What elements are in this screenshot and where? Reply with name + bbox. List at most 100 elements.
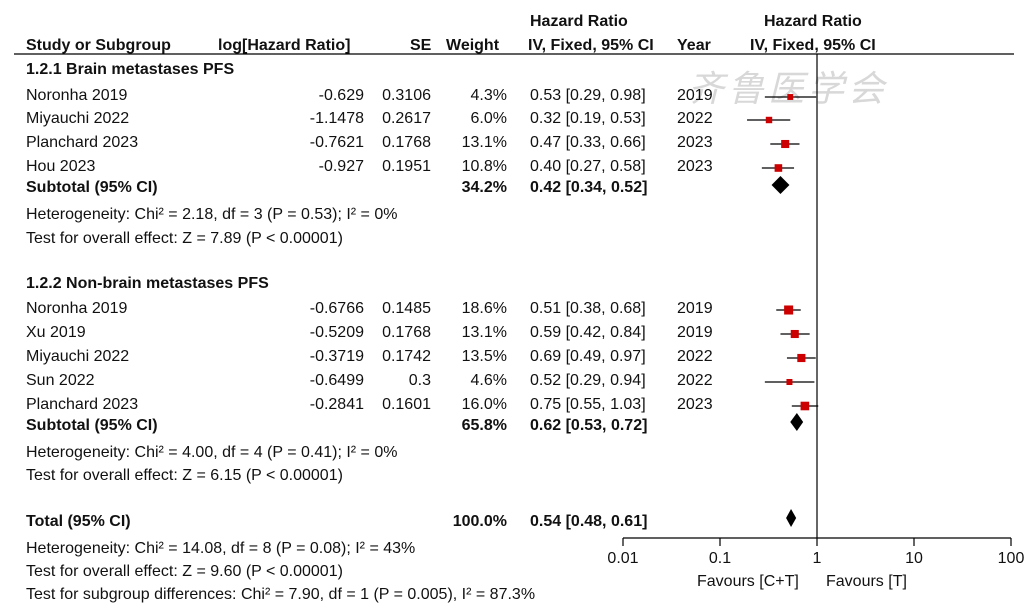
total-weight: 100.0% (452, 513, 507, 530)
subtotal-weight: 34.2% (461, 179, 507, 196)
favours-right-label: Favours [T] (826, 573, 907, 590)
standard-error: 0.1601 (382, 396, 431, 413)
subtotal-label: Subtotal (95% CI) (26, 417, 158, 434)
overall-effect-text: Test for overall effect: Z = 7.89 (P < 0… (26, 230, 343, 247)
hr-header-right: Hazard Ratio (764, 13, 862, 30)
log-hazard-ratio: -0.927 (318, 158, 364, 175)
study-column-header: Study or Subgroup (26, 37, 171, 54)
study-point-square (784, 305, 794, 315)
hr-header-left: Hazard Ratio (530, 13, 628, 30)
study-point-square (800, 401, 810, 411)
study-point-square (781, 139, 790, 149)
log-hazard-ratio: -0.3719 (309, 348, 364, 365)
group-title: 1.2.1 Brain metastases PFS (26, 61, 235, 78)
favours-left-label: Favours [C+T] (697, 573, 799, 590)
study-point-square (797, 353, 806, 363)
standard-error: 0.1768 (382, 324, 431, 341)
standard-error: 0.1742 (382, 348, 431, 365)
se-column-header: SE (410, 37, 432, 54)
standard-error: 0.1768 (382, 134, 431, 151)
tick-label: 0.01 (607, 550, 639, 567)
log-hazard-ratio: -0.5209 (309, 324, 364, 341)
study-ci: 0.40 [0.27, 0.58] (530, 158, 646, 175)
study-weight: 4.6% (470, 372, 507, 389)
study-ci: 0.52 [0.29, 0.94] (530, 372, 646, 389)
group-title: 1.2.2 Non-brain metastases PFS (26, 275, 269, 292)
study-point-square (790, 329, 799, 339)
log-hazard-ratio: -0.7621 (309, 134, 364, 151)
year-column-header: Year (677, 37, 711, 54)
subtotal-ci: 0.42 [0.34, 0.52] (530, 179, 648, 196)
study-name: Miyauchi 2022 (26, 348, 130, 365)
tick-label: 10 (905, 550, 923, 567)
study-name: Noronha 2019 (26, 87, 128, 104)
overall-effect-text: Test for overall effect: Z = 6.15 (P < 0… (26, 467, 343, 484)
study-name: Planchard 2023 (26, 396, 139, 413)
standard-error: 0.3106 (382, 87, 431, 104)
study-year: 2019 (677, 300, 713, 317)
study-weight: 13.1% (461, 324, 507, 341)
study-year: 2023 (677, 158, 713, 175)
total-ci: 0.54 [0.48, 0.61] (530, 513, 648, 530)
heterogeneity-text: Heterogeneity: Chi² = 2.18, df = 3 (P = … (26, 206, 398, 223)
log-hazard-ratio: -0.6766 (309, 300, 364, 317)
study-point-square (787, 94, 794, 100)
ci-right-column-header: IV, Fixed, 95% CI (750, 37, 876, 54)
study-year: 2023 (677, 396, 713, 413)
log-hazard-ratio: -0.6499 (309, 372, 364, 389)
study-ci: 0.75 [0.55, 1.03] (530, 396, 646, 413)
total-heterogeneity-text: Heterogeneity: Chi² = 14.08, df = 8 (P =… (26, 540, 416, 557)
study-weight: 18.6% (461, 300, 507, 317)
log-hazard-ratio: -0.629 (318, 87, 364, 104)
study-year: 2019 (677, 87, 713, 104)
loghr-column-header: log[Hazard Ratio] (218, 37, 351, 54)
study-year: 2022 (677, 348, 713, 365)
study-year: 2019 (677, 324, 713, 341)
heterogeneity-text: Heterogeneity: Chi² = 4.00, df = 4 (P = … (26, 444, 398, 461)
study-weight: 16.0% (461, 396, 507, 413)
subtotal-ci: 0.62 [0.53, 0.72] (530, 417, 648, 434)
study-year: 2023 (677, 134, 713, 151)
total-overall-effect-text: Test for overall effect: Z = 9.60 (P < 0… (26, 563, 343, 580)
tick-label: 0.1 (708, 550, 732, 567)
subtotal-diamond (771, 176, 790, 194)
standard-error: 0.3 (408, 372, 431, 389)
total-label: Total (95% CI) (26, 513, 131, 530)
ci-column-header: IV, Fixed, 95% CI (528, 37, 654, 54)
study-ci: 0.51 [0.38, 0.68] (530, 300, 646, 317)
watermark: 齐鲁医学会 (688, 69, 889, 110)
log-hazard-ratio: -1.1478 (309, 110, 364, 127)
study-weight: 13.5% (461, 348, 507, 365)
subtotal-weight: 65.8% (461, 417, 507, 434)
subtotal-label: Subtotal (95% CI) (26, 179, 158, 196)
study-name: Hou 2023 (26, 158, 96, 175)
log-hazard-ratio: -0.2841 (309, 396, 364, 413)
study-point-square (786, 378, 793, 386)
tick-label: 1 (812, 550, 822, 567)
weight-column-header: Weight (446, 37, 500, 54)
tick-label: 100 (997, 550, 1024, 567)
study-name: Sun 2022 (26, 372, 95, 389)
study-ci: 0.53 [0.29, 0.98] (530, 87, 646, 104)
study-ci: 0.47 [0.33, 0.66] (530, 134, 646, 151)
standard-error: 0.1485 (382, 300, 431, 317)
study-name: Miyauchi 2022 (26, 110, 130, 127)
study-ci: 0.59 [0.42, 0.84] (530, 324, 646, 341)
study-weight: 4.3% (470, 87, 507, 104)
study-point-square (774, 164, 783, 172)
study-ci: 0.32 [0.19, 0.53] (530, 110, 646, 127)
standard-error: 0.1951 (382, 158, 431, 175)
subtotal-diamond (790, 413, 804, 431)
study-weight: 10.8% (461, 158, 507, 175)
study-year: 2022 (677, 372, 713, 389)
study-name: Noronha 2019 (26, 300, 128, 317)
total-diamond (786, 509, 797, 527)
study-name: Planchard 2023 (26, 134, 139, 151)
study-year: 2022 (677, 110, 713, 127)
study-weight: 13.1% (461, 134, 507, 151)
study-ci: 0.69 [0.49, 0.97] (530, 348, 646, 365)
study-point-square (765, 116, 773, 124)
subgroup-differences-text: Test for subgroup differences: Chi² = 7.… (26, 586, 536, 603)
study-name: Xu 2019 (26, 324, 86, 341)
